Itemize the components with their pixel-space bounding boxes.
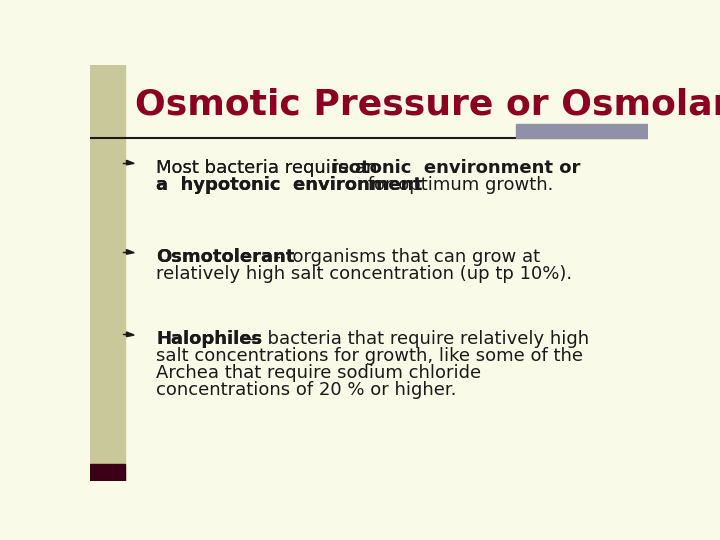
Text: Osmotolerant: Osmotolerant (156, 248, 294, 266)
Text: Halophiles: Halophiles (156, 330, 262, 348)
Bar (90, 65, 125, 481)
Text: concentrations of 20 % or higher.: concentrations of 20 % or higher. (156, 381, 456, 399)
Text: Most bacteria require an: Most bacteria require an (156, 159, 383, 177)
Text: Most bacteria require an: Most bacteria require an (156, 159, 383, 177)
Bar (90, 464, 125, 481)
Polygon shape (127, 249, 134, 254)
Bar (516, 124, 648, 138)
Text: -  organisms that can grow at: - organisms that can grow at (263, 248, 540, 266)
Text: Halophiles: Halophiles (156, 330, 262, 348)
Text: Archea that require sodium chloride: Archea that require sodium chloride (156, 364, 481, 382)
Polygon shape (127, 332, 134, 336)
Text: -  bacteria that require relatively high: - bacteria that require relatively high (238, 330, 589, 348)
Text: Osmotic Pressure or Osmolarity: Osmotic Pressure or Osmolarity (135, 88, 720, 122)
Text: relatively high salt concentration (up tp 10%).: relatively high salt concentration (up t… (156, 265, 572, 283)
Text: a  hypotonic  environment: a hypotonic environment (156, 176, 422, 194)
Text: Osmotolerant: Osmotolerant (156, 248, 294, 266)
Text: a  hypotonic  environment: a hypotonic environment (156, 176, 422, 194)
Polygon shape (127, 160, 134, 165)
Text: isotonic  environment or: isotonic environment or (332, 159, 580, 177)
Text: for optimum growth.: for optimum growth. (362, 176, 554, 194)
Text: salt concentrations for growth, like some of the: salt concentrations for growth, like som… (156, 347, 583, 366)
